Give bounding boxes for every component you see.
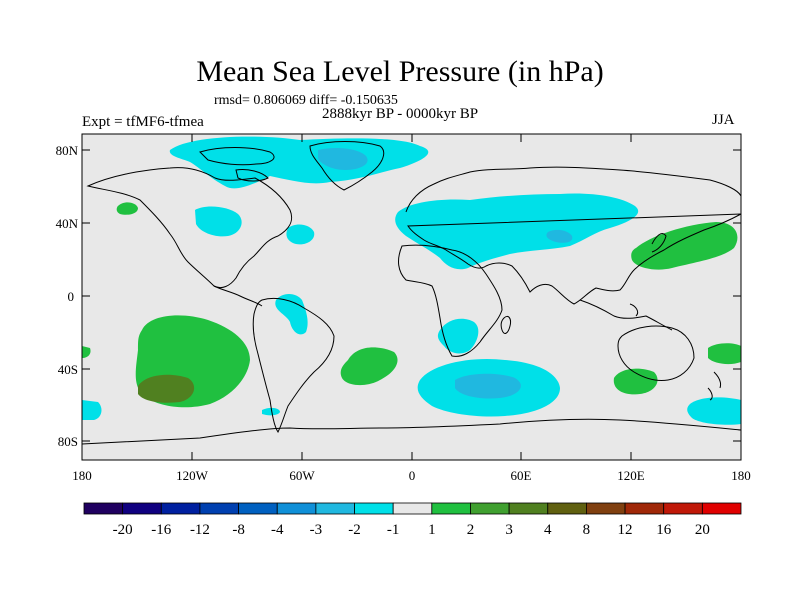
colorbar-label: -3 — [310, 522, 323, 538]
lon-label-180w: 180 — [72, 468, 92, 483]
coastlines — [82, 141, 741, 445]
coastline-australia — [617, 325, 695, 381]
map-ticks — [82, 134, 741, 460]
anomaly-southwest-pacific — [687, 397, 741, 425]
colorbar-label: -12 — [190, 522, 210, 538]
anomaly-south-pacific-core — [138, 374, 195, 403]
anomaly-australia-south — [613, 368, 658, 395]
coastline-south-america — [252, 297, 335, 433]
colorbar-swatch — [431, 502, 471, 515]
anomaly-antarctic — [262, 407, 280, 416]
colorbar-label: -4 — [271, 522, 284, 538]
coastline-new-zealand — [707, 371, 721, 401]
lat-label-40n: 40N — [56, 216, 79, 231]
coastline-madagascar — [500, 315, 511, 334]
map-title: Mean Sea Level Pressure (in hPa) — [196, 55, 604, 88]
colorbar-swatch — [586, 502, 626, 515]
anomaly-north-atlantic — [195, 206, 242, 237]
colorbar: -20 -16 -12 -8 -4 -3 -2 -1 1 2 3 4 8 12 16 20 — [83, 502, 742, 538]
coastline-central-america — [213, 285, 263, 307]
colorbar-swatch — [199, 502, 239, 515]
anomaly-east-pacific-south — [82, 346, 91, 358]
lat-label-40s: 40S — [58, 362, 78, 377]
coastline-southeast-asia — [579, 299, 673, 331]
anomaly-tibet-core — [546, 229, 573, 243]
colorbar-swatch — [122, 502, 162, 515]
colorbar-swatch — [238, 502, 278, 515]
colorbar-label: 8 — [583, 522, 591, 538]
colorbar-label: 16 — [656, 522, 672, 538]
lon-label-0: 0 — [409, 468, 416, 483]
colorbar-label: 3 — [505, 522, 513, 538]
anomaly-east-pacific — [275, 294, 308, 335]
coastline-europe-asia — [405, 166, 741, 305]
anomaly-atlantic-small — [286, 224, 315, 245]
colorbar-swatch — [315, 502, 355, 515]
lat-label-80n: 80N — [56, 143, 79, 158]
lon-label-60w: 60W — [289, 468, 315, 483]
season-label: JJA — [712, 112, 735, 128]
coastline-north-america — [86, 167, 293, 289]
colorbar-swatch — [354, 502, 394, 515]
colorbar-swatch — [663, 502, 703, 515]
colorbar-label: -8 — [232, 522, 245, 538]
colorbar-label: 20 — [695, 522, 710, 538]
coastline-greenland — [309, 141, 385, 191]
colorbar-swatch — [470, 502, 510, 515]
anomaly-north-pacific — [116, 202, 138, 215]
lon-label-120w: 120W — [176, 468, 209, 483]
anomaly-southeast-pacific — [82, 400, 102, 420]
anomaly-greenland-core — [318, 148, 368, 170]
colorbar-swatch — [83, 502, 124, 515]
anomaly-arctic-greenland — [169, 136, 429, 189]
colorbar-swatch — [276, 502, 317, 515]
colorbar-label: -16 — [151, 522, 171, 538]
colorbar-swatch — [701, 502, 742, 515]
colorbar-swatch — [624, 502, 665, 515]
map-background — [82, 134, 741, 460]
anomaly-south-indian-core — [455, 373, 521, 399]
experiment-label: Expt = tfMF6-tfmea — [82, 114, 204, 130]
lon-label-180e: 180 — [731, 468, 751, 483]
lon-label-120e: 120E — [617, 468, 645, 483]
colorbar-label: 4 — [544, 522, 552, 538]
anomaly-tasman — [708, 343, 741, 365]
colorbar-label: -2 — [348, 522, 361, 538]
lat-label-0: 0 — [68, 289, 75, 304]
colorbar-swatch — [508, 502, 549, 515]
anomaly-west-pacific — [631, 222, 738, 270]
colorbar-label: -1 — [387, 522, 400, 538]
colorbar-swatch — [160, 502, 201, 515]
colorbar-label: 12 — [618, 522, 633, 538]
period-text: 2888kyr BP - 0000kyr BP — [322, 106, 479, 122]
colorbar-swatch — [547, 502, 587, 515]
lon-label-60e: 60E — [511, 468, 532, 483]
lat-label-80s: 80S — [58, 434, 78, 449]
colorbar-label: -20 — [113, 522, 133, 538]
colorbar-label: 1 — [428, 522, 436, 538]
coastline-japan — [651, 233, 667, 253]
colorbar-label: 2 — [467, 522, 475, 538]
anomaly-south-atlantic — [340, 347, 398, 386]
anomaly-southern-africa — [437, 318, 479, 354]
coastline-antarctica — [82, 418, 741, 445]
stats-text: rmsd= 0.806069 diff= -0.150635 — [214, 93, 398, 108]
coastline-africa — [398, 244, 503, 357]
colorbar-swatch — [392, 502, 433, 515]
coastline-canadian-arctic — [199, 147, 275, 182]
